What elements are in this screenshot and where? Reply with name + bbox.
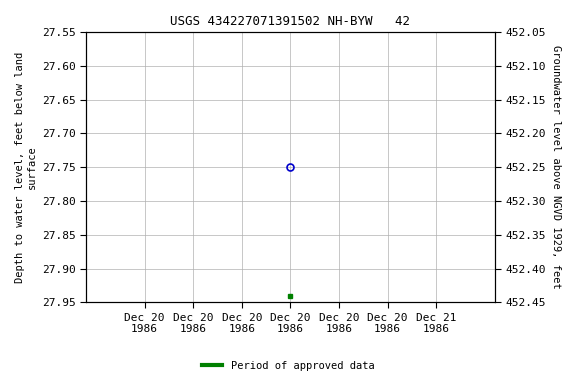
Y-axis label: Groundwater level above NGVD 1929, feet: Groundwater level above NGVD 1929, feet — [551, 45, 561, 289]
Legend: Period of approved data: Period of approved data — [198, 357, 378, 375]
Title: USGS 434227071391502 NH-BYW   42: USGS 434227071391502 NH-BYW 42 — [170, 15, 411, 28]
Y-axis label: Depth to water level, feet below land
surface: Depth to water level, feet below land su… — [15, 51, 37, 283]
